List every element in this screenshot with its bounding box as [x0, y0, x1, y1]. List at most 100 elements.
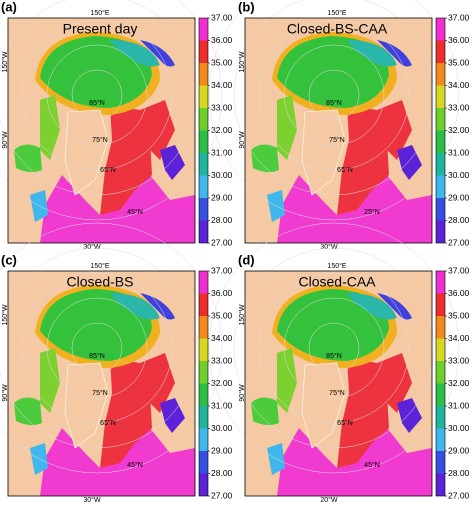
colorbar-label: 34.00	[211, 333, 233, 343]
greenland	[64, 362, 109, 449]
map-frame	[7, 17, 196, 244]
colorbar-segment	[436, 153, 445, 176]
baffin-bay	[40, 95, 60, 160]
colorbar-segment	[436, 383, 445, 406]
fresh-coast	[140, 293, 175, 320]
latitude-circle	[71, 322, 123, 374]
colorbar-segment	[436, 473, 445, 496]
shelf-water	[347, 293, 397, 320]
colorbar-label: 31.00	[211, 400, 233, 410]
colorbar-segment	[436, 316, 445, 339]
colorbar-label: 32.00	[448, 378, 470, 388]
latitude-circle	[0, 222, 223, 474]
colorbar-segment	[436, 338, 445, 361]
colorbar-frame	[435, 17, 446, 244]
graticule-label: 65°N	[100, 166, 116, 174]
graticule-label: 45°N	[127, 461, 143, 469]
colorbar-label: 33.00	[448, 355, 470, 365]
colorbar-frame	[198, 17, 209, 244]
colorbar-segment	[436, 85, 445, 108]
baltic-sea	[160, 145, 185, 180]
colorbar-label: 31.00	[448, 147, 470, 157]
colorbar-label: 35.00	[448, 57, 470, 67]
colorbar-segment	[199, 383, 208, 406]
latitude-circle	[283, 297, 385, 399]
colorbar-segment	[436, 40, 445, 63]
colorbar-segment	[436, 63, 445, 86]
latitude-circle	[308, 69, 360, 121]
latitude-circle	[233, 247, 435, 449]
baltic-sea	[397, 398, 422, 433]
graticule-label: 75°N	[329, 389, 345, 397]
latitude-circle	[208, 222, 460, 474]
latitude-circle	[46, 297, 148, 399]
colorbar-segment	[199, 451, 208, 474]
graticule-label: 150°W	[238, 51, 246, 72]
colorbar-segment	[436, 18, 445, 41]
baffin-bay	[277, 348, 297, 413]
colorbar-label: 27.00	[448, 237, 470, 247]
panel: (a) Present day 150°E 150°W 90°W 30°W 85°N 75°N…	[0, 0, 233, 251]
warm-current	[100, 358, 152, 468]
warm-current	[337, 105, 389, 215]
graticule-label: 150°W	[1, 304, 9, 325]
latitude-circle	[21, 272, 173, 424]
colorbar-segment	[199, 406, 208, 429]
greenland	[301, 109, 346, 196]
graticule-label: 65°N	[100, 419, 116, 427]
graticule-label: 90°W	[1, 131, 9, 149]
colorbar-segment	[436, 175, 445, 198]
colorbar-segment	[199, 428, 208, 451]
colorbar-segment	[199, 338, 208, 361]
panel-title: Present day	[63, 21, 138, 37]
graticule-label: 150°W	[238, 304, 246, 325]
colorbar-label: 36.00	[448, 288, 470, 298]
colorbar-frame	[198, 270, 209, 497]
colorbar-label: 32.00	[448, 125, 470, 135]
graticule-label: 20°W	[320, 496, 338, 504]
colorbar-label: 28.00	[448, 468, 470, 478]
graticule-label: 45°N	[127, 208, 143, 216]
hudson-bay	[14, 144, 42, 173]
fresh-coast	[377, 40, 412, 67]
colorbar-label: 32.00	[211, 378, 233, 388]
graticule-label: 90°W	[238, 131, 246, 149]
colorbar-label: 30.00	[448, 170, 470, 180]
latitude-circle	[71, 69, 123, 121]
graticule-label: 30°W	[83, 243, 101, 251]
latitude-circle	[233, 0, 435, 196]
colorbar-label: 35.00	[211, 310, 233, 320]
latitude-circle	[0, 247, 198, 449]
graticule-label: 30°W	[320, 243, 338, 251]
fresh-coast	[140, 40, 175, 67]
colorbar-segment	[199, 63, 208, 86]
colorbar-segment	[436, 293, 445, 316]
map-frame	[244, 17, 433, 244]
panel: (d) Closed-CAA 150°E 150°W 90°W 20°W 85°N 75°N 6…	[208, 222, 470, 504]
colorbar-label: 36.00	[448, 35, 470, 45]
hudson-bay	[251, 397, 279, 426]
panel-title: Closed-CAA	[298, 274, 376, 290]
colorbar-label: 28.00	[211, 215, 233, 225]
map-frame	[244, 270, 433, 497]
panel-label: (b)	[238, 0, 255, 14]
colorbar-segment	[436, 220, 445, 243]
graticule-label: 85°N	[89, 352, 105, 360]
panel: (b) Closed-BS-CAA 150°E 150°W 90°W 30°W 85°N 75…	[208, 0, 470, 251]
colorbar-segment	[199, 473, 208, 496]
latitude-circle	[283, 44, 385, 146]
colorbar-label: 37.00	[448, 265, 470, 275]
colorbar-frame	[435, 270, 446, 497]
colorbar-label: 35.00	[211, 57, 233, 67]
colorbar-segment	[199, 316, 208, 339]
graticule-label: 85°N	[326, 99, 342, 107]
latitude-circle	[208, 0, 460, 221]
graticule-label: 25°N	[364, 208, 380, 216]
graticule-label: 150°E	[327, 262, 346, 270]
norwegian-sea	[377, 100, 412, 160]
colorbar-segment	[436, 130, 445, 153]
graticule-label: 75°N	[329, 136, 345, 144]
colorbar-label: 34.00	[211, 80, 233, 90]
colorbar-segment	[199, 40, 208, 63]
graticule-label: 65°N	[337, 166, 353, 174]
